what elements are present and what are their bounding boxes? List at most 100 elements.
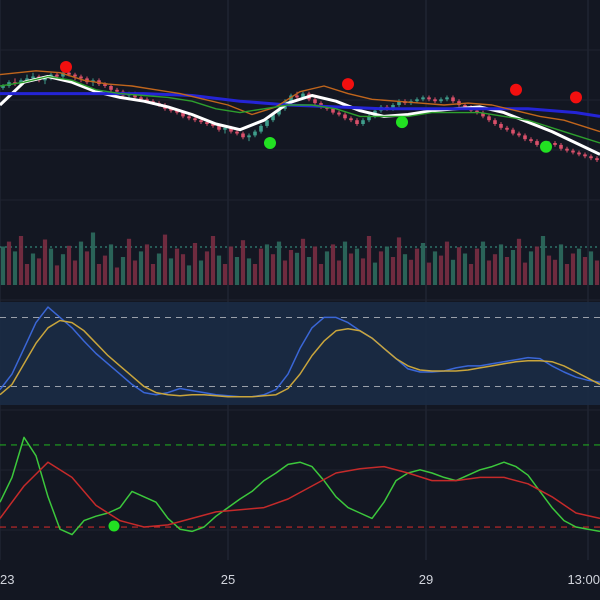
candle-body	[61, 72, 65, 77]
candle-body	[457, 101, 461, 105]
candle-body	[481, 112, 485, 117]
volume-bar	[366, 236, 372, 285]
candle-body	[43, 78, 47, 81]
candle-body	[361, 120, 365, 124]
momentum-panel[interactable]	[0, 436, 600, 536]
price-panel[interactable]	[0, 61, 600, 162]
candle-body	[1, 86, 5, 88]
mom-green-line	[0, 436, 600, 536]
mom-red-line	[0, 461, 600, 528]
candle-body	[415, 99, 419, 102]
candle-body	[439, 99, 443, 102]
volume-bar	[66, 245, 72, 285]
volume-bar	[216, 255, 222, 285]
volume-bar	[504, 257, 510, 285]
candle-body	[463, 105, 467, 107]
candle-body	[79, 76, 83, 79]
volume-bar	[30, 253, 36, 285]
volume-bar	[168, 258, 174, 285]
x-axis: 23 25 29 13:00	[0, 572, 600, 587]
candle-body	[559, 144, 563, 149]
trend-white-line	[0, 75, 600, 156]
volume-bar	[54, 265, 60, 285]
volume-bar	[156, 253, 162, 285]
volume-bar	[474, 248, 480, 285]
volume-bar	[528, 251, 534, 285]
volume-bar	[570, 253, 576, 285]
volume-bar	[426, 262, 432, 285]
candle-body	[259, 125, 263, 132]
volume-bar	[132, 260, 138, 285]
candle-body	[181, 112, 185, 117]
grid-layer	[0, 0, 600, 560]
candle-body	[25, 78, 29, 81]
band-orange-line	[0, 70, 600, 133]
volume-bar	[186, 265, 192, 285]
volume-bar	[180, 254, 186, 285]
volume-bar	[294, 252, 300, 285]
volume-bar	[12, 251, 18, 285]
volume-bar	[72, 260, 78, 285]
volume-bar	[516, 238, 522, 285]
candle-body	[199, 120, 203, 123]
volume-bar	[126, 238, 132, 285]
volume-bar	[588, 251, 594, 285]
volume-bar	[90, 232, 96, 285]
candle-body	[145, 99, 149, 102]
volume-bar	[312, 246, 318, 285]
candle-body	[355, 120, 359, 124]
candle-body	[583, 154, 587, 157]
sell-signal-dot	[342, 78, 354, 91]
volume-bar	[204, 251, 210, 285]
volume-bar	[522, 262, 528, 285]
volume-bar	[96, 264, 102, 285]
candle-body	[553, 143, 557, 145]
candle-body	[421, 97, 425, 100]
volume-bar	[594, 260, 600, 285]
volume-bar	[258, 248, 264, 285]
oscillator-panel[interactable]	[0, 302, 600, 405]
sell-signal-dot	[570, 91, 582, 104]
candle-body	[367, 116, 371, 121]
candle-body	[139, 97, 143, 100]
volume-bar	[234, 257, 240, 285]
volume-panel[interactable]	[0, 232, 600, 286]
volume-bar	[48, 248, 54, 285]
volume-bar	[222, 264, 228, 285]
volume-bar	[576, 248, 582, 285]
buy-signal-dot	[264, 137, 276, 149]
volume-bar	[174, 248, 180, 285]
volume-bar	[246, 258, 252, 285]
volume-bar	[480, 241, 486, 285]
candle-body	[247, 135, 251, 138]
volume-bar	[468, 264, 474, 285]
candle-body	[241, 133, 245, 138]
candle-body	[331, 108, 335, 113]
candle-body	[217, 125, 221, 130]
candle-body	[133, 93, 137, 98]
candle-body	[427, 97, 431, 100]
candle-body	[595, 158, 599, 161]
candle-body	[67, 72, 71, 75]
momentum-cross-dot	[108, 520, 120, 532]
volume-bar	[210, 236, 216, 285]
volume-bar	[456, 247, 462, 285]
buy-signal-dot	[396, 116, 408, 129]
candle-body	[229, 127, 233, 132]
oscillator-band	[0, 302, 600, 405]
volume-bar	[264, 244, 270, 285]
volume-bar	[354, 248, 360, 285]
volume-bar	[108, 244, 114, 285]
volume-bar	[330, 244, 336, 285]
candle-body	[517, 133, 521, 136]
volume-bar	[78, 241, 84, 285]
candle-body	[577, 152, 581, 155]
candle-body	[445, 97, 449, 100]
candle-body	[499, 124, 503, 128]
volume-bar	[318, 264, 324, 285]
candle-body	[475, 110, 479, 113]
volume-bar	[564, 264, 570, 285]
volume-bar	[486, 260, 492, 285]
